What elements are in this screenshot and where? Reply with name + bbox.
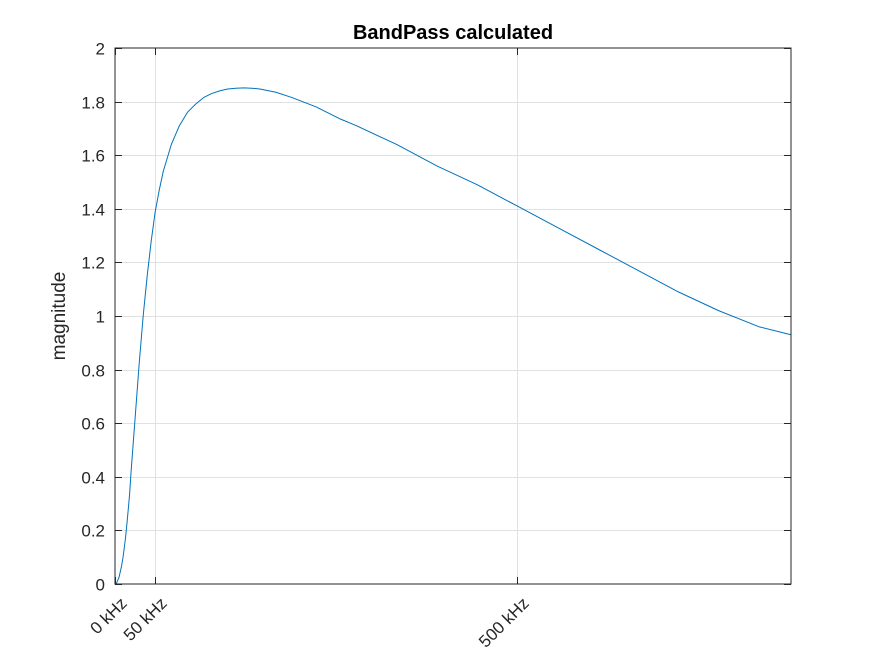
y-tick-label: 0.6 (81, 415, 105, 434)
y-tick-label: 1.4 (81, 201, 105, 220)
y-tick-label: 0.2 (81, 522, 105, 541)
y-tick-label: 2 (96, 40, 105, 59)
grid-lines (115, 48, 791, 584)
chart-title: BandPass calculated (353, 22, 553, 44)
series-layer (114, 87, 792, 585)
y-tick-label: 0.8 (81, 362, 105, 381)
y-tick-label: 1 (96, 308, 105, 327)
ticks (115, 48, 791, 585)
y-tick-label: 0 (96, 576, 105, 595)
y-tick-labels: 0 0.2 0.4 0.6 0.8 1 1.2 1.4 1.6 1.8 2 (81, 40, 105, 595)
y-tick-label: 0.4 (81, 469, 105, 488)
y-tick-label: 1.2 (81, 254, 105, 273)
y-tick-label: 1.6 (81, 147, 105, 166)
y-tick-label: 1.8 (81, 94, 105, 113)
y-axis-label: magnitude (49, 272, 70, 361)
series-line (114, 87, 792, 585)
x-tick-label: 500 kHz (475, 594, 533, 652)
x-tick-label: 50 kHz (120, 594, 171, 645)
